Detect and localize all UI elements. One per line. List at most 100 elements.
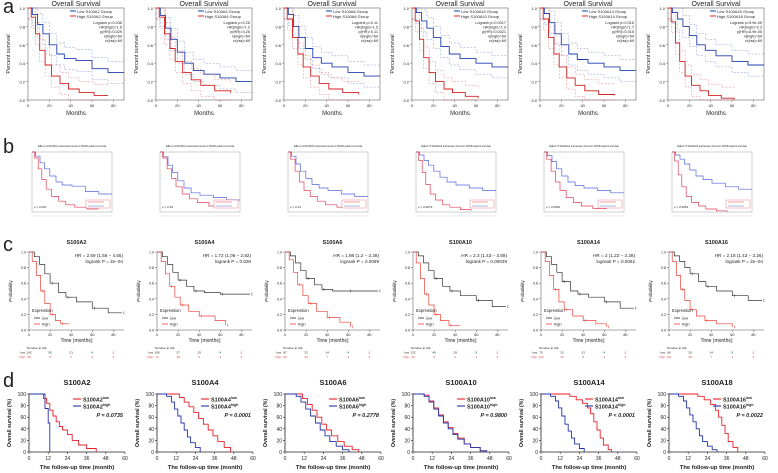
row-a-legend-high: High S100A16 Group bbox=[717, 14, 756, 19]
row-d-legend-high-sup: high bbox=[618, 403, 626, 407]
row-a-ytick-label: 1.0 bbox=[275, 6, 281, 11]
row-b-curve-high bbox=[32, 151, 99, 210]
row-a-ci-high bbox=[284, 18, 359, 101]
row-c-risk-high-value: 18 bbox=[176, 355, 180, 359]
row-c-xtick-label: 40 bbox=[197, 333, 201, 337]
row-d-pvalue: P = 0.0001 bbox=[224, 413, 251, 419]
row-c-ytick-label: 0.6 bbox=[21, 282, 26, 286]
row-c-legend-high: high bbox=[298, 322, 306, 327]
row-a-legend-low: Low S100A14 Group bbox=[589, 9, 627, 14]
row-c-ytick-label: 0.2 bbox=[149, 313, 154, 317]
row-c-risk-title: Number at risk bbox=[667, 346, 687, 350]
row-a-ytick-label: 0.2 bbox=[19, 80, 25, 85]
row-c-xtick-label: 40 bbox=[581, 333, 585, 337]
row-c-gene-title: S100A16 bbox=[705, 240, 728, 246]
row-c-risk-low-label: low bbox=[660, 351, 665, 355]
row-a-ytick-label: 0.6 bbox=[147, 43, 153, 48]
row-c-ytick-label: 0.2 bbox=[277, 313, 282, 317]
row-a-xtick-label: 40 bbox=[196, 103, 201, 108]
row-c-risk-high-value: 24 bbox=[560, 355, 564, 359]
row-c-risk-low-label: low bbox=[532, 351, 537, 355]
row-d-pvalue: P < 0.0001 bbox=[608, 413, 635, 419]
row-b-plot-2: Effect of S100A6 expression level on PAA… bbox=[287, 144, 369, 217]
row-c-ytick-label: 0.8 bbox=[661, 266, 666, 270]
row-d-title: S100A6 bbox=[319, 378, 346, 387]
row-c-risk-high-value: 35 bbox=[27, 355, 31, 359]
row-a-ytick-label: 0.2 bbox=[275, 80, 281, 85]
row-b-plot-frame bbox=[31, 151, 113, 213]
row-a-stat: n(high)=69 bbox=[488, 35, 506, 39]
row-c-risk-high-value: 90 bbox=[283, 355, 287, 359]
row-d-legend-high-sup: high bbox=[746, 403, 754, 407]
row-a-ytick-label: 0.4 bbox=[147, 61, 153, 66]
row-c-risk-high-value: 8 bbox=[49, 355, 51, 359]
row-c-ytick-label: 0.4 bbox=[149, 297, 154, 301]
row-d-xtick-label: 12 bbox=[429, 456, 435, 462]
row-c-risk-high-value: 1 bbox=[731, 355, 733, 359]
row-d-xtick-label: 12 bbox=[557, 456, 563, 462]
row-c-risk-low-label: low bbox=[404, 351, 409, 355]
row-c-risk-high-label: high bbox=[531, 355, 537, 359]
row-c-ytick-label: 0.0 bbox=[21, 329, 26, 333]
row-a-xlabel: Months bbox=[194, 111, 214, 117]
row-a-xlabel: Months bbox=[66, 111, 86, 117]
row-a-xtick-label: 0 bbox=[283, 103, 286, 108]
row-c-xtick-label: 60 bbox=[346, 333, 350, 337]
row-c-xtick-label: 20 bbox=[432, 333, 436, 337]
row-b-curve-high bbox=[672, 151, 728, 212]
row-a-stat: n(high)=69 bbox=[232, 35, 250, 39]
row-d-legend-low-sup: low bbox=[103, 396, 109, 400]
row-a-curve-low bbox=[668, 7, 764, 66]
row-c-legend-low: low bbox=[682, 316, 688, 321]
row-d-xtick-label: 48 bbox=[231, 456, 237, 462]
row-a-ci-high bbox=[668, 18, 735, 101]
row-d-xtick-label: 0 bbox=[156, 456, 159, 462]
row-a-ylabel: Percent survival bbox=[518, 34, 524, 73]
row-d-xtick-label: 36 bbox=[596, 456, 602, 462]
row-d-xtick-label: 24 bbox=[449, 456, 455, 462]
row-c-curve-low bbox=[285, 251, 378, 292]
row-c-ytick-label: 0.2 bbox=[533, 313, 538, 317]
row-d-xtick-label: 48 bbox=[615, 456, 621, 462]
row-c-logrank: logrank P = 0.028 bbox=[215, 259, 251, 264]
row-c-ylabel: Probability bbox=[264, 280, 269, 302]
row-a-ylabel: Percent survival bbox=[6, 34, 12, 73]
row-d-legend-low: S100A2low bbox=[83, 396, 109, 404]
row-c-plot-0: S100A2 HR = 2.69 (1.56 − 4.65)logrank P =… bbox=[8, 240, 125, 359]
row-a-stat: Logrank p=0.036 bbox=[93, 21, 122, 25]
row-a-ytick-label: 0.8 bbox=[275, 24, 281, 29]
row-c-risk-high-value: 0 bbox=[91, 355, 93, 359]
row-a-xtick-label: 40 bbox=[580, 103, 585, 108]
row-c-legend-low: low bbox=[42, 316, 48, 321]
row-d-xtick-label: 48 bbox=[359, 456, 365, 462]
row-a-ci-high bbox=[284, 7, 359, 84]
row-c-risk-low-value: 14 bbox=[326, 351, 330, 355]
row-c-ytick-label: 0.2 bbox=[405, 313, 410, 317]
row-c-xlabel: Time (months) bbox=[60, 338, 92, 344]
row-d-title: S100A2 bbox=[63, 378, 90, 387]
row-c-legend-title: Expression bbox=[416, 308, 437, 313]
row-d-ytick-label: 0 bbox=[407, 450, 410, 456]
row-b-legend-box bbox=[597, 199, 623, 209]
row-a-ytick-label: 0.8 bbox=[659, 24, 665, 29]
row-c-ylabel: Probability bbox=[392, 280, 397, 302]
row-a-stat: HR(high)=1.9 bbox=[483, 26, 506, 30]
row-c-legend-title: Expression bbox=[288, 308, 309, 313]
row-c-xtick-label: 60 bbox=[730, 333, 734, 337]
row-d-legend-low: S100A10low bbox=[467, 396, 496, 404]
row-d-ytick-label: 60 bbox=[404, 415, 410, 421]
row-b-plot-3: Effect of S100A10 expression level on PA… bbox=[415, 144, 497, 217]
row-b-title: Effect of S100A14 expression level on PA… bbox=[549, 144, 619, 148]
row-d-plot-2: S100A6 0 20 40 60 80 100 0 12 24 36 48 60 Overall sur… bbox=[263, 378, 384, 471]
row-a-legend-low: Low S100A6 Group bbox=[333, 9, 369, 14]
row-c-logrank: logrank P = 0.0069 bbox=[340, 259, 379, 264]
row-a-legend-high: High S100A6 Group bbox=[333, 14, 370, 19]
row-b-curve-low bbox=[288, 151, 368, 197]
row-b-pvalue: p = 0.13 bbox=[290, 205, 301, 209]
row-d-xtick-label: 60 bbox=[634, 456, 640, 462]
row-d-title: S100A10 bbox=[445, 378, 476, 387]
row-d-ytick-label: 40 bbox=[660, 427, 666, 433]
row-d-curve-low bbox=[29, 393, 97, 452]
row-a-xtick-label: 60 bbox=[602, 103, 607, 108]
row-a-curve-high bbox=[668, 7, 735, 100]
